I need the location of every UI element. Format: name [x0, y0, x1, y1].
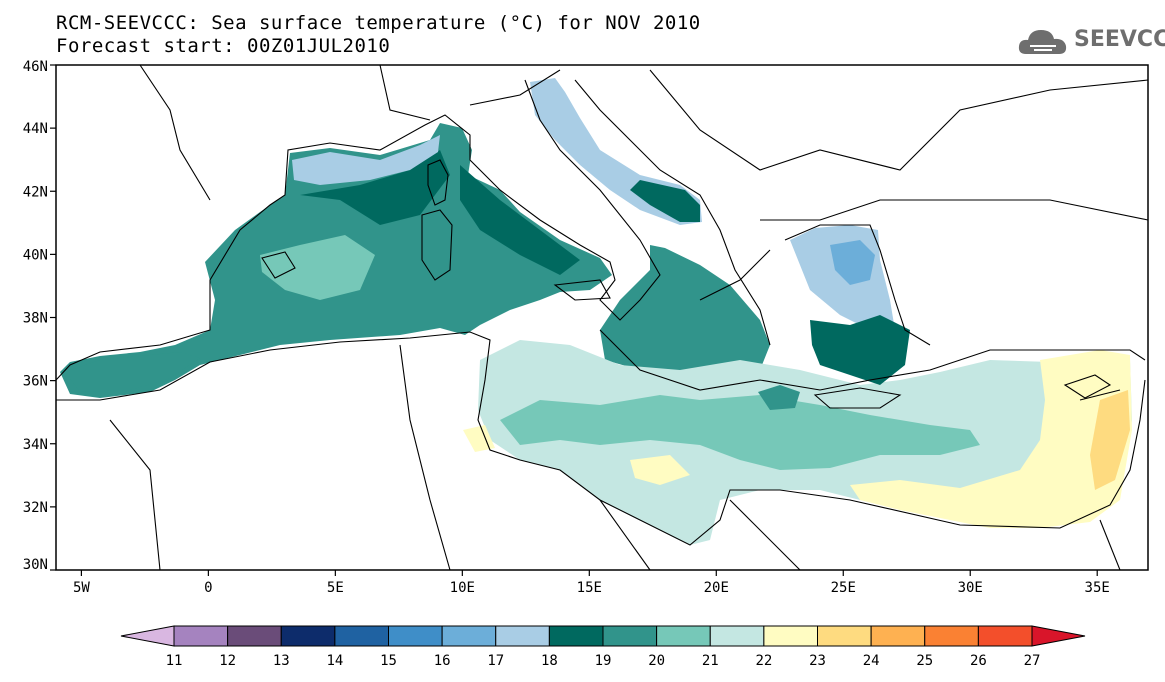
lon-tick-label: 15E [577, 580, 602, 596]
cloud-icon [1018, 30, 1067, 54]
sst-region-levant-24 [1090, 390, 1130, 490]
colorbar-swatch [227, 625, 282, 647]
colorbar-label: 21 [702, 653, 719, 669]
colorbar-swatch [817, 625, 872, 647]
colorbar-swatch [280, 625, 336, 647]
lat-tick-label: 42N [23, 184, 48, 200]
lon-tick-label: 0 [204, 580, 212, 596]
colorbar-label: 23 [809, 653, 826, 669]
colorbar-label: 13 [273, 653, 290, 669]
colorbar-swatch [602, 625, 658, 647]
lon-tick-label: 5W [73, 580, 90, 596]
sst-region-alboran [65, 352, 200, 392]
colorbar-label: 24 [863, 653, 880, 669]
colorbar-swatch [977, 625, 1033, 647]
colorbar-swatch [656, 625, 711, 647]
lon-tick-label: 25E [831, 580, 856, 596]
seevccc-logo: SEEVCCC [1016, 24, 1165, 58]
lat-tick-label: 44N [23, 121, 48, 137]
colorbar-swatch [334, 625, 389, 647]
sst-region-ligurian-19 [300, 150, 450, 225]
sst-region-crete-19 [810, 315, 910, 385]
colorbar-label: 20 [648, 653, 665, 669]
colorbar-label: 27 [1024, 653, 1041, 669]
lat-tick-label: 46N [23, 59, 48, 75]
lon-tick-label: 20E [704, 580, 729, 596]
colorbar-swatch [709, 625, 765, 647]
sst-region-levant-23 [850, 350, 1132, 528]
sst-region-eastern-19 [758, 385, 800, 410]
colorbar-label: 11 [166, 653, 183, 669]
colorbar-label: 15 [380, 653, 397, 669]
colorbar-swatch [388, 625, 443, 647]
sst-region-balearic-21 [260, 235, 375, 300]
lon-tick-label: 35E [1085, 580, 1110, 596]
lat-tick-label: 40N [23, 247, 48, 263]
sst-region-tunisia-23 [463, 425, 495, 452]
chart-title: RCM-SEEVCCC: Sea surface temperature (°C… [56, 12, 701, 34]
sst-region-lion-18 [292, 135, 440, 185]
colorbar-label: 14 [326, 653, 343, 669]
sst-region-tyrrhenian-19 [460, 165, 580, 275]
sst-region-ionian-20 [600, 245, 770, 378]
colorbar-label: 12 [219, 653, 236, 669]
longitude-axis: 5W 0 5E 10E 15E 20E 25E 30E 35E [73, 570, 1110, 596]
colorbar-swatch [441, 625, 497, 647]
colorbar-swatch [495, 625, 550, 647]
colorbar-swatch [763, 625, 818, 647]
sst-region-adriatic-19 [630, 180, 700, 222]
latitude-axis: 46N 44N 42N 40N 38N 36N 34N 32N 30N [23, 59, 56, 573]
lon-tick-label: 10E [450, 580, 475, 596]
colorbar-label: 26 [970, 653, 987, 669]
lon-tick-label: 30E [958, 580, 983, 596]
colorbar-swatch [120, 625, 175, 647]
colorbar-swatch [173, 625, 229, 647]
lat-tick-label: 34N [23, 437, 48, 453]
colorbar-swatch [870, 625, 926, 647]
colorbar-swatch [924, 625, 979, 647]
colorbar-label: 22 [755, 653, 772, 669]
sst-region-aegean-16 [830, 240, 875, 285]
coastlines [56, 65, 1148, 570]
colorbar: 11 12 13 14 15 16 17 18 19 20 21 22 23 24 25 26 27 [120, 625, 1086, 669]
colorbar-label: 25 [916, 653, 933, 669]
lat-tick-label: 30N [23, 557, 48, 573]
colorbar-label: 17 [487, 653, 504, 669]
colorbar-label: 18 [541, 653, 558, 669]
colorbar-swatch [1031, 625, 1086, 647]
lat-tick-label: 32N [23, 500, 48, 516]
lon-tick-label: 5E [327, 580, 344, 596]
lat-tick-label: 38N [23, 311, 48, 327]
colorbar-swatch [548, 625, 604, 647]
sst-region-libya-23 [630, 455, 690, 485]
colorbar-label: 16 [434, 653, 451, 669]
sst-region-central-20 [500, 395, 980, 470]
sst-field [60, 78, 1132, 545]
logo-text: SEEVCCC [1074, 27, 1165, 52]
chart-subtitle: Forecast start: 00Z01JUL2010 [56, 35, 391, 57]
colorbar-label: 19 [595, 653, 612, 669]
lat-tick-label: 36N [23, 374, 48, 390]
